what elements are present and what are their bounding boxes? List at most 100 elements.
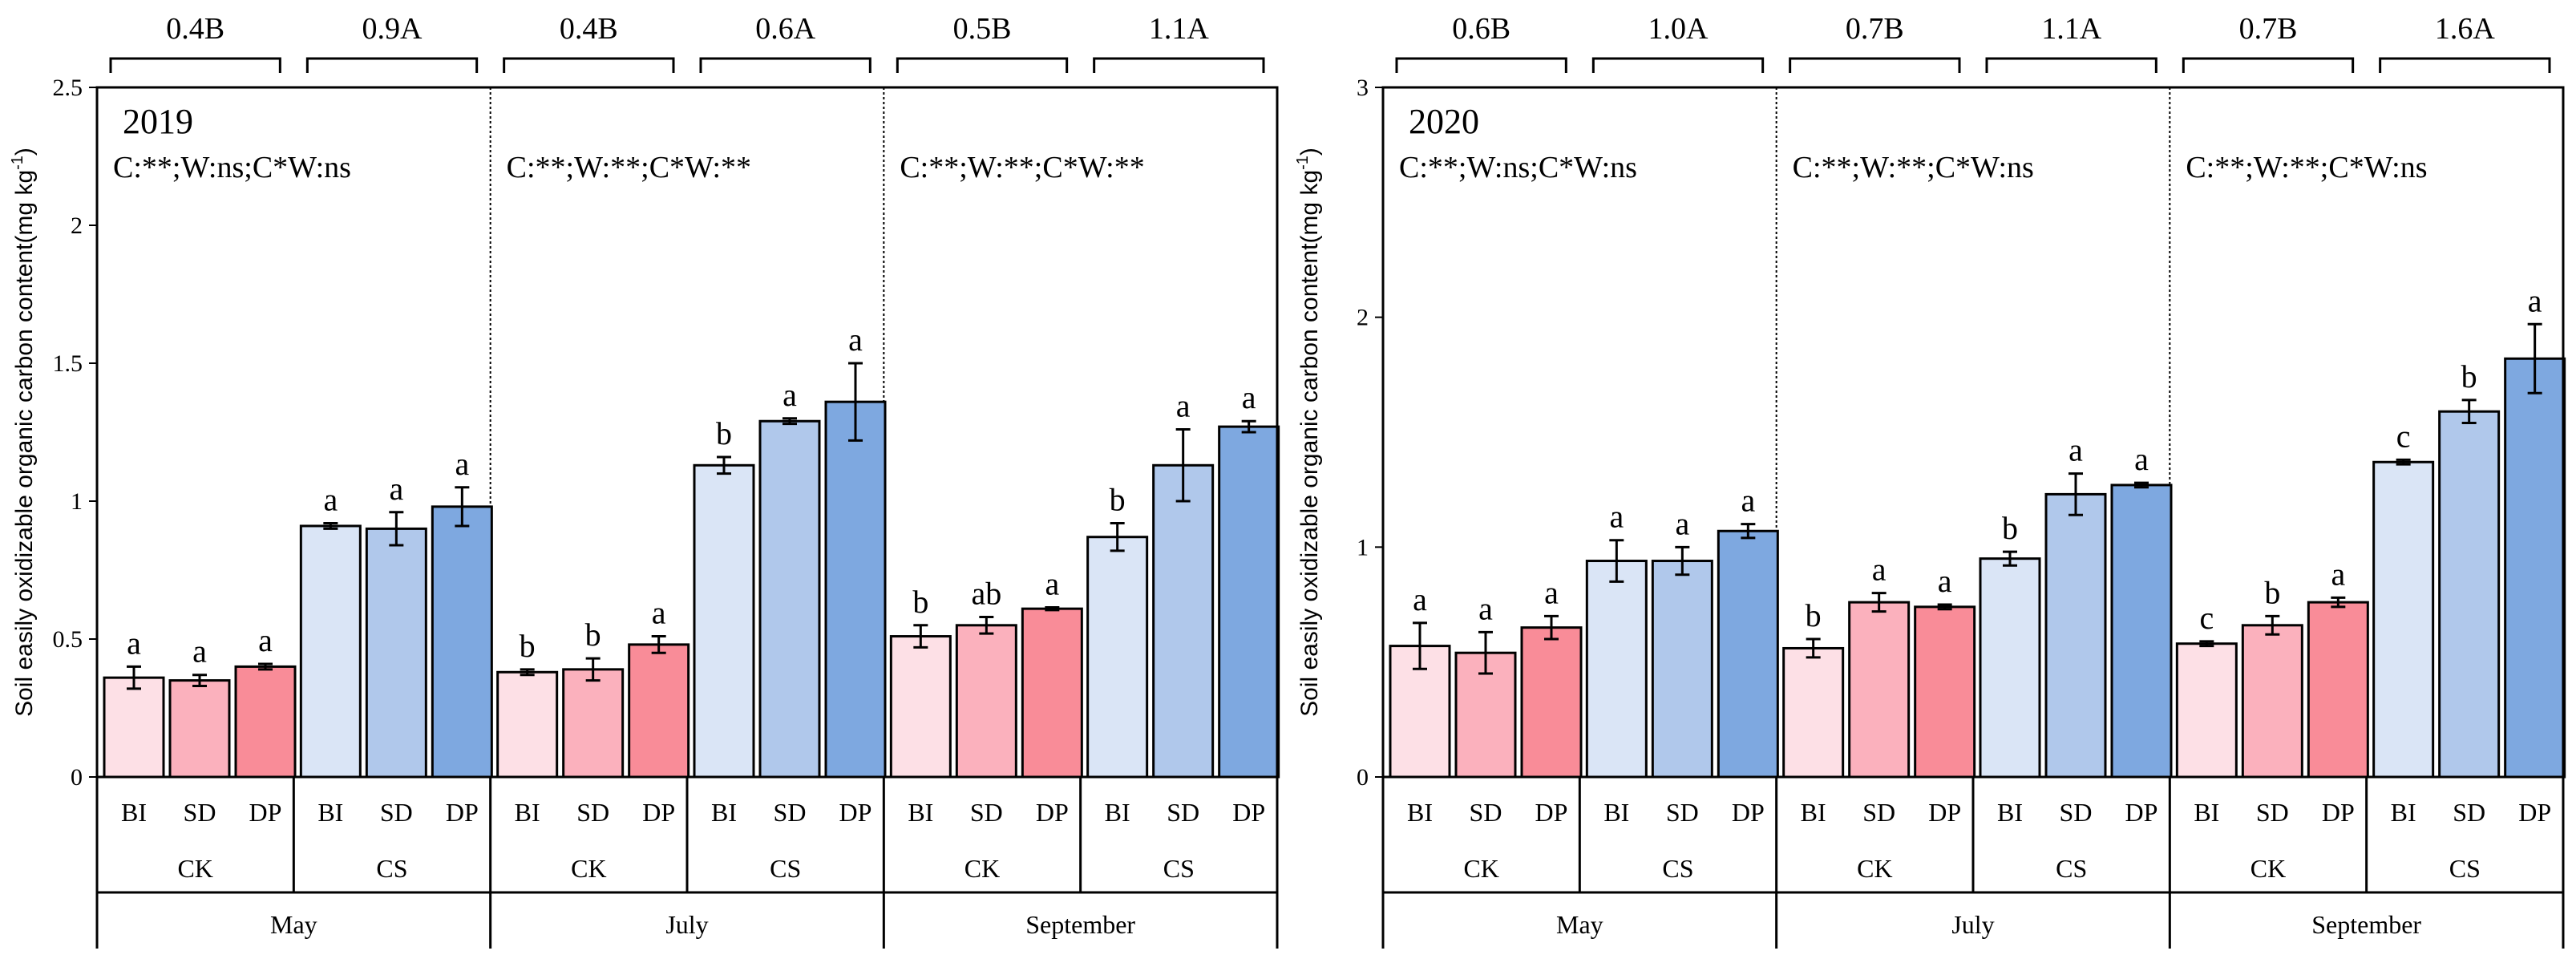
month-label: May xyxy=(1556,910,1603,939)
bar xyxy=(2175,642,2238,779)
x-tick-label: DP xyxy=(1535,798,1568,827)
ratio-bracket xyxy=(699,57,871,73)
bar xyxy=(496,670,559,779)
x-tick-label: DP xyxy=(1036,798,1069,827)
x-tick-label: SD xyxy=(576,798,609,827)
y-axis-title-main: Soil easily oxidizable organic carbon co… xyxy=(1296,170,1323,717)
month-stats-label: C:**;W:**;C*W:** xyxy=(507,151,751,184)
significance-letter: a xyxy=(1242,379,1256,415)
group-label: CK xyxy=(964,854,1000,883)
chart-panel-2019: Soil easily oxidizable organic carbon co… xyxy=(9,12,1280,949)
month-label: September xyxy=(1025,910,1135,939)
ratio-bracket xyxy=(109,57,281,73)
significance-letter: a xyxy=(192,633,207,670)
bar xyxy=(103,676,165,779)
x-tick-label: DP xyxy=(2322,798,2355,827)
x-tick-label: SD xyxy=(2060,798,2093,827)
bar xyxy=(2372,460,2435,779)
bar xyxy=(1651,560,1713,779)
group-label: CS xyxy=(1163,854,1195,883)
bar xyxy=(758,419,821,779)
x-tick-label: DP xyxy=(1928,798,1961,827)
significance-letter: a xyxy=(783,377,797,413)
bar xyxy=(431,505,493,779)
significance-letter: b xyxy=(2461,358,2477,394)
x-tick-label: BI xyxy=(908,798,933,827)
ratio-bracket xyxy=(1789,57,1961,73)
group-label: CK xyxy=(1463,854,1498,883)
group-label: CK xyxy=(177,854,212,883)
x-tick-label: SD xyxy=(1470,798,1502,827)
x-tick-label: DP xyxy=(642,798,675,827)
ratio-bracket xyxy=(896,57,1069,73)
ratio-bracket xyxy=(1395,57,1567,73)
panel-year-title: 2019 xyxy=(123,102,193,141)
group-ratio-label: 0.4B xyxy=(560,12,618,46)
bar xyxy=(1585,560,1648,779)
month-label: September xyxy=(2311,910,2421,939)
group-ratio-label: 0.7B xyxy=(2239,12,2298,46)
x-tick-label: DP xyxy=(446,798,479,827)
significance-letter: a xyxy=(1675,505,1689,541)
x-tick-label: BI xyxy=(121,798,147,827)
significance-letter: a xyxy=(1872,552,1887,588)
bar xyxy=(628,643,690,779)
y-axis-title-unit-exponent: -1 xyxy=(9,156,26,170)
significance-letter: b xyxy=(1110,482,1126,518)
x-tick-label: BI xyxy=(515,798,540,827)
x-tick-label: SD xyxy=(970,798,1003,827)
x-tick-label: BI xyxy=(1997,798,2023,827)
y-axis-title: Soil easily oxidizable organic carbon co… xyxy=(1294,148,1323,717)
bar xyxy=(168,679,231,779)
significance-letter: a xyxy=(1478,590,1493,626)
bar xyxy=(889,635,952,779)
panel-year-title: 2020 xyxy=(1409,102,1479,141)
significance-letter: a xyxy=(323,482,338,518)
ratio-bracket xyxy=(305,57,479,73)
significance-letter: ab xyxy=(971,575,1001,611)
group-ratio-label: 0.4B xyxy=(166,12,224,46)
ratio-bracket xyxy=(2182,57,2355,73)
significance-letter: a xyxy=(2134,441,2149,477)
significance-letter: b xyxy=(2002,510,2018,546)
group-ratio-label: 0.6B xyxy=(1452,12,1510,46)
significance-letter: b xyxy=(716,415,732,451)
significance-letter: b xyxy=(1806,597,1822,633)
x-tick-label: BI xyxy=(1105,798,1130,827)
bar xyxy=(1979,557,2041,779)
x-tick-label: SD xyxy=(2256,798,2289,827)
x-tick-label: SD xyxy=(1862,798,1895,827)
bar xyxy=(955,624,1017,779)
x-tick-label: SD xyxy=(184,798,216,827)
group-label: CK xyxy=(2250,854,2286,883)
bar xyxy=(824,400,887,779)
month-stats-label: C:**;W:**;C*W:** xyxy=(900,151,1144,184)
ratio-bracket xyxy=(1093,57,1265,73)
x-tick-label: BI xyxy=(1407,798,1433,827)
significance-letter: b xyxy=(520,628,536,664)
significance-letter: b xyxy=(585,617,601,653)
x-tick-label: BI xyxy=(1603,798,1629,827)
bar xyxy=(299,524,362,779)
y-tick-label: 2.5 xyxy=(53,75,83,101)
bar xyxy=(1086,536,1149,779)
bar xyxy=(2307,601,2369,779)
group-label: CS xyxy=(1662,854,1693,883)
y-tick-label: 0 xyxy=(71,764,83,791)
group-label: CS xyxy=(770,854,801,883)
plot-frame xyxy=(95,86,1279,779)
bar xyxy=(2504,357,2566,779)
x-tick-label: BI xyxy=(2391,798,2416,827)
bar xyxy=(562,668,625,779)
month-stats-label: C:**;W:ns;C*W:ns xyxy=(113,151,351,184)
significance-letter: b xyxy=(912,584,928,620)
group-label: CS xyxy=(376,854,407,883)
group-ratio-label: 0.7B xyxy=(1846,12,1904,46)
bar xyxy=(1152,463,1215,779)
significance-letter: b xyxy=(2264,574,2280,610)
x-tick-label: DP xyxy=(839,798,872,827)
x-tick-label: BI xyxy=(711,798,737,827)
group-ratio-label: 0.5B xyxy=(953,12,1012,46)
y-axis-title-main: Soil easily oxidizable organic carbon co… xyxy=(11,170,38,717)
